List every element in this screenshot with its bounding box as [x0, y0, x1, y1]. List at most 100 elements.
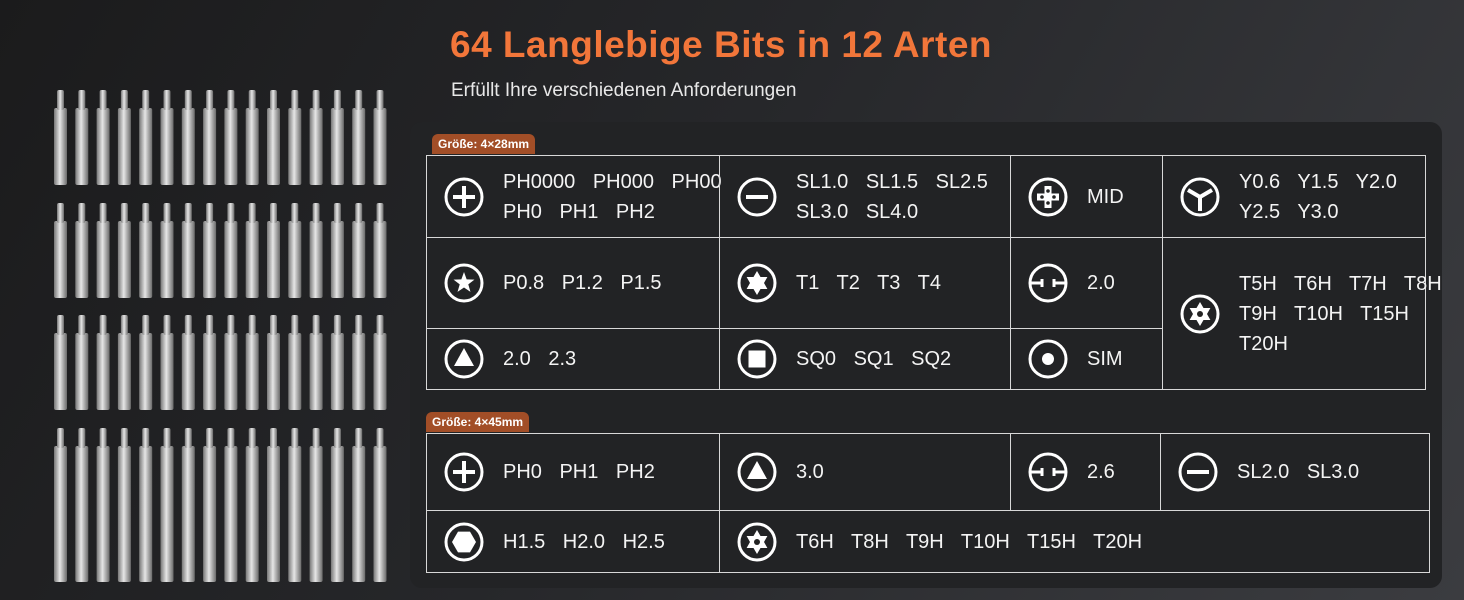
- bit-tip: [333, 428, 341, 448]
- bit-icon: [1027, 262, 1069, 304]
- bit-tip: [142, 203, 150, 223]
- bit-tip: [376, 90, 384, 110]
- bits-photo: [54, 90, 387, 582]
- bit-body: [373, 108, 387, 185]
- bit-size-line: 2.0 2.3: [503, 348, 577, 370]
- bit-tip: [291, 428, 299, 448]
- bit-tip: [142, 315, 150, 335]
- table-cell: MID: [1010, 155, 1163, 238]
- bit-body: [373, 333, 387, 410]
- size-tag: Größe: 4×28mm: [432, 134, 536, 154]
- bit-icon: [736, 521, 778, 563]
- table-cell: Y0.6 Y1.5 Y2.0 Y2.5 Y3.0: [1162, 155, 1426, 238]
- bit-sizes: 2.0 2.3: [503, 344, 576, 374]
- table-cell: SL2.0 SL3.0: [1160, 433, 1430, 511]
- bit-body: [96, 333, 110, 410]
- bit-body: [224, 221, 238, 298]
- bit-size-line: Y0.6 Y1.5 Y2.0: [1239, 170, 1397, 193]
- bit-body: [309, 446, 323, 582]
- bit-body: [117, 446, 131, 582]
- bit-body: [96, 108, 110, 185]
- size-tag: Größe: 4×45mm: [426, 412, 530, 432]
- bit-icon: [736, 262, 778, 304]
- bit-tip: [120, 428, 128, 448]
- bit-tip: [270, 315, 277, 335]
- bit-sizes: T6H T8H T9H T10H T15H T20H: [796, 527, 1142, 557]
- bit-body: [352, 446, 366, 582]
- bit-icon: [1179, 293, 1221, 335]
- bit-body: [309, 221, 323, 298]
- table-cell: SIM: [1010, 328, 1163, 390]
- bit-body: [96, 221, 110, 298]
- bit-body: [139, 333, 153, 410]
- bit-size-line: T1 T2 T3 T4: [796, 272, 941, 294]
- bit-size-line: PH0000 PH000 PH00: [503, 170, 722, 193]
- bit-body: [54, 333, 67, 410]
- bit-sizes: SQ0 SQ1 SQ2: [796, 344, 951, 374]
- bit-tip: [57, 90, 64, 110]
- bit-tip: [355, 203, 363, 223]
- bit-tip: [206, 90, 214, 110]
- bit-body: [288, 446, 302, 582]
- table-cell: 2.0 2.3: [426, 328, 720, 390]
- bit-sizes: PH0 PH1 PH2: [503, 457, 655, 487]
- bit-body: [160, 221, 174, 298]
- bit-icon: [736, 338, 778, 380]
- bit-tip: [312, 90, 320, 110]
- bit-body: [224, 333, 238, 410]
- bit-body: [75, 221, 89, 298]
- bit-body: [288, 221, 302, 298]
- table-cell: T5H T6H T7H T8H T9H T10H T15H T20H: [1162, 237, 1442, 390]
- bit-tip: [99, 428, 107, 448]
- bit-sizes: T1 T2 T3 T4: [796, 268, 941, 298]
- table-cell: PH0000 PH000 PH00 PH0 PH1 PH2: [426, 155, 722, 238]
- subtitle: Erfüllt Ihre verschiedenen Anforderungen: [451, 80, 797, 101]
- bit-body: [267, 446, 280, 582]
- bit-size-line: 2.0: [1087, 272, 1115, 294]
- bit-body: [203, 108, 217, 185]
- table-cell: PH0 PH1 PH2: [426, 433, 720, 511]
- bit-sizes: Y0.6 Y1.5 Y2.0 Y2.5 Y3.0: [1239, 167, 1397, 227]
- bit-body: [54, 108, 67, 185]
- table-cell: 2.0: [1010, 237, 1163, 329]
- bit-tip: [291, 203, 299, 223]
- bit-tip: [99, 90, 107, 110]
- bit-body: [181, 333, 195, 410]
- bit-size-line: Y2.5 Y3.0: [1239, 200, 1339, 223]
- bit-body: [352, 221, 366, 298]
- bit-tip: [376, 428, 384, 448]
- bit-tip: [270, 428, 277, 448]
- bit-tip: [312, 315, 320, 335]
- bit-tip: [120, 90, 128, 110]
- bit-body: [181, 108, 195, 185]
- bit-sizes: T5H T6H T7H T8H T9H T10H T15H T20H: [1239, 269, 1442, 359]
- bit-sizes: SIM: [1087, 344, 1123, 374]
- table-cell: 2.6: [1010, 433, 1161, 511]
- bit-body: [330, 333, 344, 410]
- bit-sizes: 2.0: [1087, 268, 1115, 298]
- bit-icon: [1027, 451, 1069, 493]
- bit-size-line: MID: [1087, 185, 1124, 208]
- bit-body: [75, 333, 89, 410]
- bit-sizes: PH0000 PH000 PH00 PH0 PH1 PH2: [503, 167, 722, 227]
- bit-tip: [376, 315, 384, 335]
- bit-body: [288, 108, 302, 185]
- bit-tip: [163, 203, 171, 223]
- bit-tip: [142, 90, 150, 110]
- bit-size-line: PH0 PH1 PH2: [503, 461, 655, 483]
- bit-icon: [443, 338, 485, 380]
- bit-body: [117, 108, 131, 185]
- bit-tip: [376, 203, 384, 223]
- bit-body: [54, 446, 67, 582]
- bit-sizes: P0.8 P1.2 P1.5: [503, 268, 662, 298]
- bit-body: [330, 108, 344, 185]
- bit-size-line: T9H T10H T15H: [1239, 302, 1409, 325]
- bit-icon: [1179, 176, 1221, 218]
- bit-tip: [78, 203, 86, 223]
- table-cell: H1.5 H2.0 H2.5: [426, 510, 720, 573]
- bit-sizes: 2.6: [1087, 457, 1115, 487]
- bit-tip: [291, 90, 299, 110]
- bit-tip: [333, 203, 341, 223]
- bit-size-line: T20H: [1239, 332, 1288, 355]
